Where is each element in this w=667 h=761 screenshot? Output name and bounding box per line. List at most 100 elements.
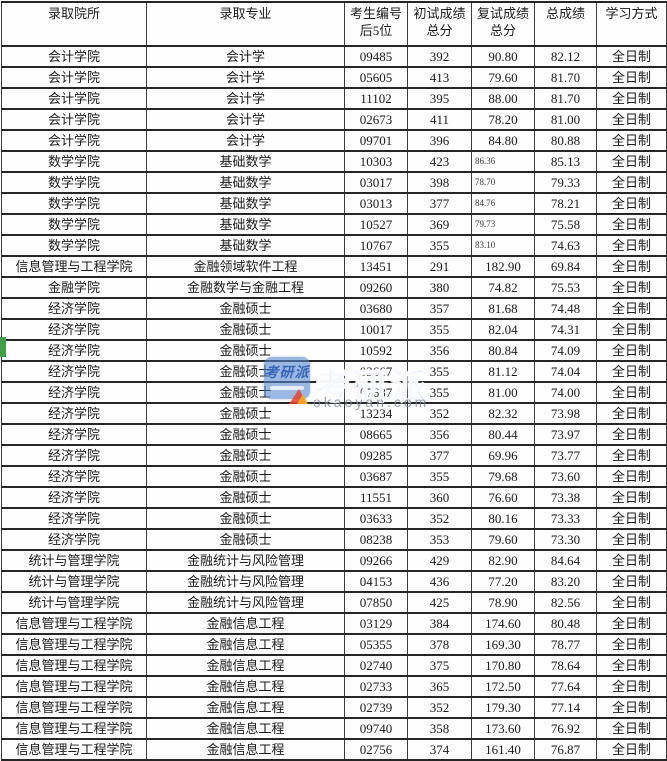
cell-retest-score: 82.90 xyxy=(471,549,535,572)
table-row: 经济学院 金融硕士 09285 377 69.96 73.77 全日制 xyxy=(1,444,667,467)
table-body: 会计学院 会计学 09485 392 90.80 82.12 全日制 会计学院 会计学 05605… xyxy=(1,45,667,761)
cell-college: 统计与管理学院 xyxy=(1,549,147,572)
cell-initial-score: 384 xyxy=(407,612,472,635)
table-row: 信息管理与工程学院 金融信息工程 02756 374 161.40 76.87 全日制 xyxy=(1,738,667,761)
cell-major: 金融统计与风险管理 xyxy=(146,570,345,593)
cell-college: 信息管理与工程学院 xyxy=(1,654,147,677)
cell-initial-score: 356 xyxy=(407,423,472,446)
cell-study-mode: 全日制 xyxy=(596,213,667,236)
cell-initial-score: 291 xyxy=(407,255,472,278)
cell-total-score: 83.20 xyxy=(534,570,597,593)
cell-total-score: 73.77 xyxy=(534,444,597,467)
cell-study-mode: 全日制 xyxy=(596,297,667,320)
cell-college: 经济学院 xyxy=(1,423,147,446)
cell-retest-score: 78.70 xyxy=(471,171,535,194)
cell-major: 金融硕士 xyxy=(146,528,345,551)
table-row: 会计学院 会计学 09701 396 84.80 80.88 全日制 xyxy=(1,129,667,152)
cell-retest-score: 182.90 xyxy=(471,255,535,278)
cell-college: 经济学院 xyxy=(1,402,147,425)
cell-major: 金融硕士 xyxy=(146,444,345,467)
cell-total-score: 78.77 xyxy=(534,633,597,656)
table-row: 信息管理与工程学院 金融信息工程 03129 384 174.60 80.48 全日制 xyxy=(1,612,667,635)
cell-retest-score: 83.10 xyxy=(471,234,535,257)
cell-study-mode: 全日制 xyxy=(596,108,667,131)
cell-retest-score: 79.60 xyxy=(471,528,535,551)
cell-total-score: 79.33 xyxy=(534,171,597,194)
cell-candidate-id: 08238 xyxy=(344,528,408,551)
cell-retest-score: 174.60 xyxy=(471,612,535,635)
cell-retest-score: 81.68 xyxy=(471,297,535,320)
cell-study-mode: 全日制 xyxy=(596,738,667,761)
cell-total-score: 81.00 xyxy=(534,108,597,131)
cell-initial-score: 380 xyxy=(407,276,472,299)
table-row: 经济学院 金融硕士 10017 355 82.04 74.31 全日制 xyxy=(1,318,667,341)
cell-total-score: 77.64 xyxy=(534,675,597,698)
cell-candidate-id: 02673 xyxy=(344,108,408,131)
cell-college: 经济学院 xyxy=(1,528,147,551)
cell-retest-score: 78.20 xyxy=(471,108,535,131)
cell-major: 金融硕士 xyxy=(146,360,345,383)
cell-total-score: 73.97 xyxy=(534,423,597,446)
cell-total-score: 69.84 xyxy=(534,255,597,278)
cell-initial-score: 377 xyxy=(407,192,472,215)
cell-study-mode: 全日制 xyxy=(596,276,667,299)
cell-initial-score: 355 xyxy=(407,465,472,488)
cell-major: 金融信息工程 xyxy=(146,633,345,656)
table-row: 信息管理与工程学院 金融信息工程 02733 365 172.50 77.64 全日制 xyxy=(1,675,667,698)
cell-college: 经济学院 xyxy=(1,444,147,467)
cell-major: 金融信息工程 xyxy=(146,612,345,635)
table-row: 会计学院 会计学 02673 411 78.20 81.00 全日制 xyxy=(1,108,667,131)
cell-total-score: 75.53 xyxy=(534,276,597,299)
cell-initial-score: 352 xyxy=(407,696,472,719)
cell-retest-score: 169.30 xyxy=(471,633,535,656)
cell-retest-score: 86.36 xyxy=(471,150,535,173)
cell-study-mode: 全日制 xyxy=(596,150,667,173)
cell-retest-score: 74.82 xyxy=(471,276,535,299)
cell-college: 信息管理与工程学院 xyxy=(1,612,147,635)
cell-college: 经济学院 xyxy=(1,360,147,383)
cell-retest-score: 80.16 xyxy=(471,507,535,530)
cell-candidate-id: 13451 xyxy=(344,255,408,278)
cell-major: 金融信息工程 xyxy=(146,738,345,761)
cell-major: 会计学 xyxy=(146,66,345,89)
cell-major: 金融信息工程 xyxy=(146,696,345,719)
cell-total-score: 74.31 xyxy=(534,318,597,341)
cell-retest-score: 81.12 xyxy=(471,360,535,383)
cell-initial-score: 355 xyxy=(407,234,472,257)
cell-candidate-id: 03687 xyxy=(344,465,408,488)
cell-total-score: 74.00 xyxy=(534,381,597,404)
cell-retest-score: 80.44 xyxy=(471,423,535,446)
cell-initial-score: 395 xyxy=(407,87,472,110)
cell-study-mode: 全日制 xyxy=(596,549,667,572)
cell-retest-score: 77.20 xyxy=(471,570,535,593)
table-row: 经济学院 金融硕士 03680 357 81.68 74.48 全日制 xyxy=(1,297,667,320)
cell-college: 经济学院 xyxy=(1,486,147,509)
cell-college: 经济学院 xyxy=(1,339,147,362)
cell-college: 经济学院 xyxy=(1,297,147,320)
cell-study-mode: 全日制 xyxy=(596,444,667,467)
cell-retest-score: 84.80 xyxy=(471,129,535,152)
cell-major: 会计学 xyxy=(146,108,345,131)
cell-retest-score: 84.76 xyxy=(471,192,535,215)
cell-initial-score: 369 xyxy=(407,213,472,236)
cell-major: 金融硕士 xyxy=(146,339,345,362)
cell-college: 统计与管理学院 xyxy=(1,570,147,593)
cell-candidate-id: 13234 xyxy=(344,402,408,425)
cell-study-mode: 全日制 xyxy=(596,612,667,635)
cell-total-score: 78.21 xyxy=(534,192,597,215)
cell-study-mode: 全日制 xyxy=(596,360,667,383)
cell-major: 金融硕士 xyxy=(146,297,345,320)
cell-candidate-id: 03017 xyxy=(344,171,408,194)
table-row: 会计学院 会计学 09485 392 90.80 82.12 全日制 xyxy=(1,45,667,68)
cell-study-mode: 全日制 xyxy=(596,591,667,614)
cell-total-score: 73.38 xyxy=(534,486,597,509)
table-row: 信息管理与工程学院 金融信息工程 09740 358 173.60 76.92 全日制 xyxy=(1,717,667,740)
table-row: 数学学院 基础数学 10527 369 79.73 75.58 全日制 xyxy=(1,213,667,236)
cell-college: 数学学院 xyxy=(1,213,147,236)
header-row: 录取院所 录取专业 考生编号 后5位 初试成绩 总分 复试成绩 总分 总成绩 学习方式 xyxy=(1,1,667,47)
cell-study-mode: 全日制 xyxy=(596,486,667,509)
cell-college: 信息管理与工程学院 xyxy=(1,717,147,740)
cell-college: 经济学院 xyxy=(1,507,147,530)
cell-study-mode: 全日制 xyxy=(596,570,667,593)
cell-candidate-id: 02733 xyxy=(344,675,408,698)
